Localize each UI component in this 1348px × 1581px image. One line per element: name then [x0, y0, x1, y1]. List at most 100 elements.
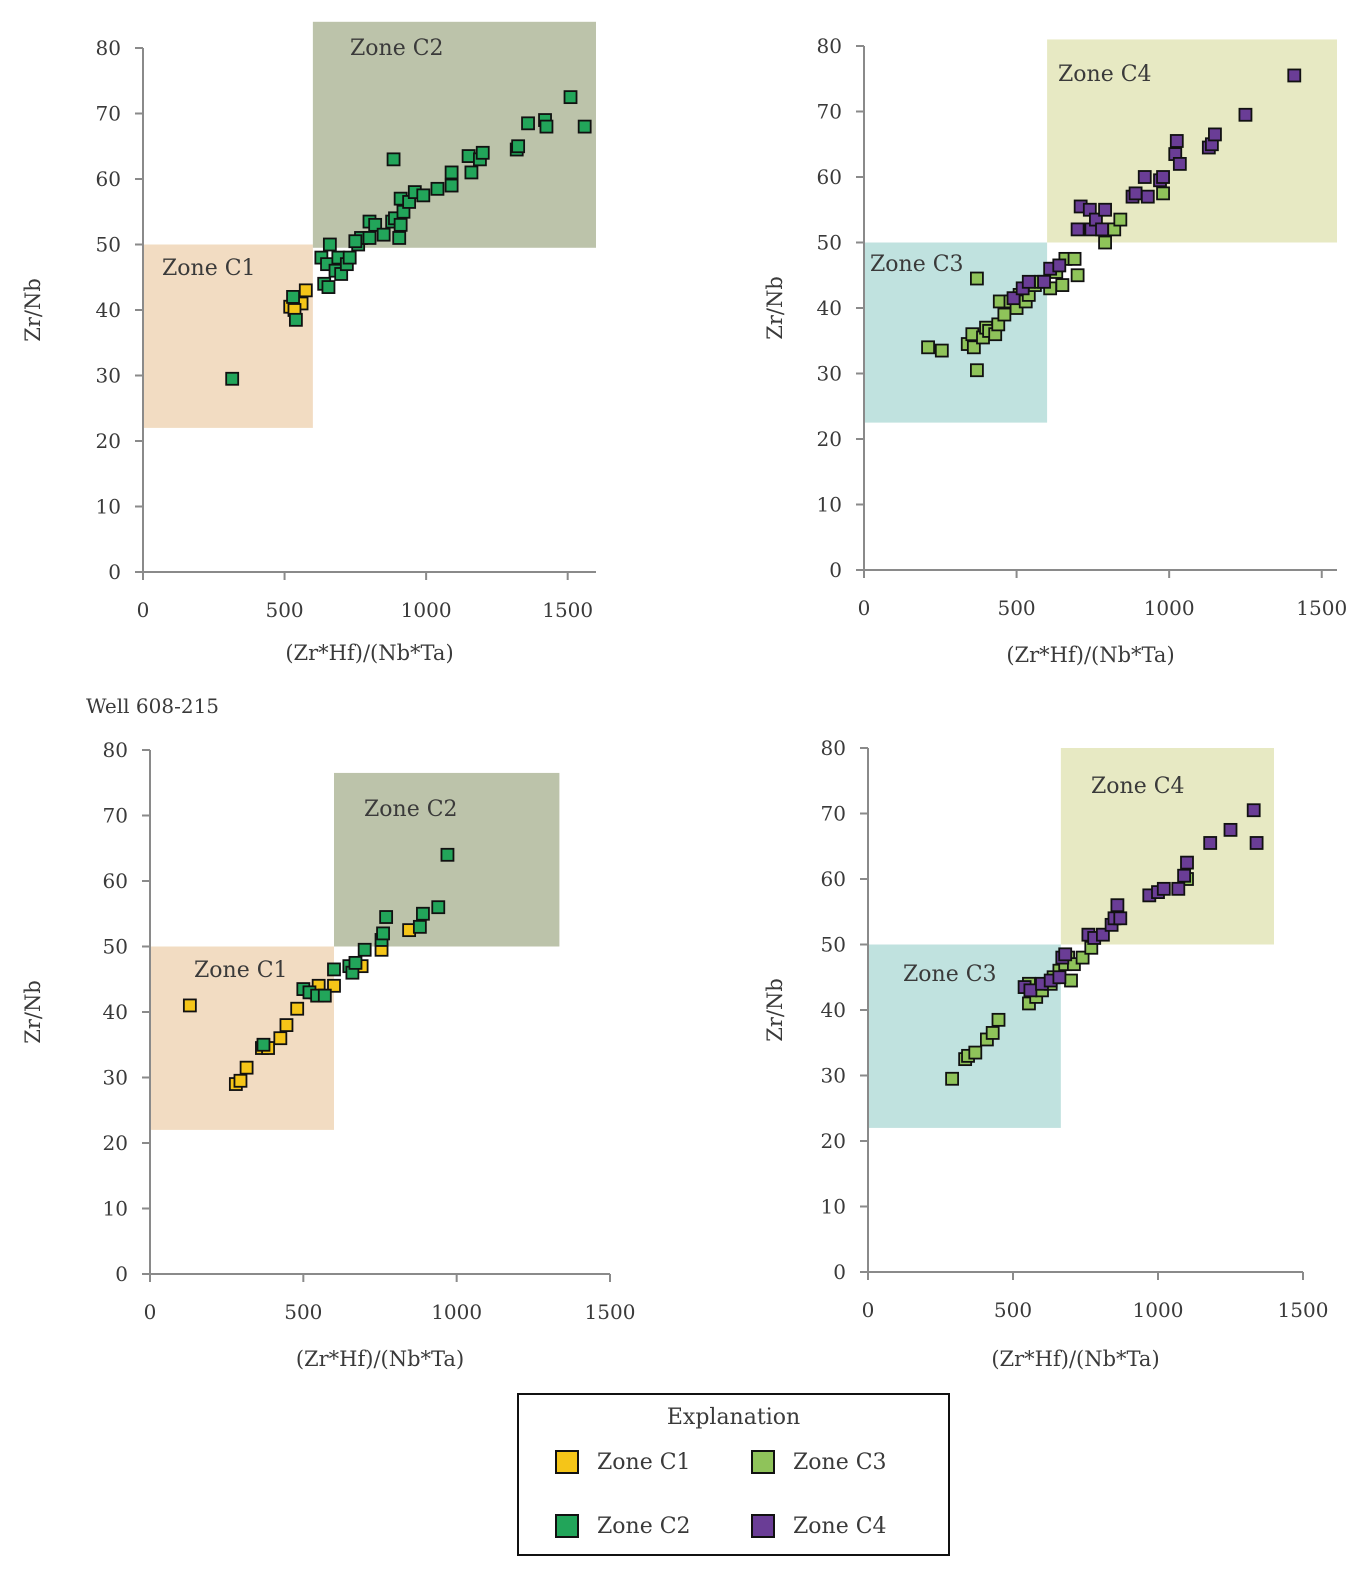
data-point-zone-c2: [322, 237, 337, 252]
zone-box-zone-c1: [143, 244, 313, 428]
data-point-zone-c3: [968, 1045, 983, 1060]
data-point-zone-c2: [348, 234, 363, 249]
y-tick-label: 20: [821, 1129, 846, 1153]
y-tick-label: 40: [103, 1000, 128, 1024]
y-tick-label: 70: [817, 100, 842, 124]
data-point-zone-c1: [239, 1060, 254, 1075]
x-tick-label: 1000: [1133, 1298, 1184, 1322]
data-point-zone-c2: [376, 227, 391, 242]
data-point-zone-c2: [386, 152, 401, 167]
data-point-zone-c3: [934, 343, 949, 358]
data-point-zone-c4: [1128, 186, 1143, 201]
zone-box-zone-c3: [864, 242, 1048, 423]
legend-item-zone-c1: Zone C1: [555, 1447, 691, 1477]
y-tick-label: 0: [833, 1260, 846, 1284]
data-point-zone-c2: [563, 90, 578, 105]
x-tick-label: 0: [862, 1298, 875, 1322]
zone-box-zone-c3: [868, 944, 1061, 1128]
zone-box-zone-c4: [1060, 748, 1274, 945]
y-tick-label: 40: [96, 298, 121, 322]
data-point-zone-c2: [464, 165, 479, 180]
legend: Explanation Zone C1 Zone C3 Zone C2 Zone…: [517, 1393, 950, 1556]
y-tick-label: 50: [821, 933, 846, 957]
data-point-zone-c1: [273, 1031, 288, 1046]
data-point-zone-c4: [1140, 189, 1155, 204]
y-tick-label: 70: [103, 804, 128, 828]
data-point-zone-c3: [1067, 251, 1082, 266]
data-point-zone-c4: [1058, 947, 1073, 962]
chart-4: Zone C3 Zone C4 0 10 20 30 40 50 60 70 80 0 500 1000 1…: [763, 736, 1328, 1371]
y-tick-label: 10: [103, 1197, 128, 1221]
data-point-zone-c4: [1023, 983, 1038, 998]
x-tick-label: 500: [997, 596, 1035, 620]
x-tick-label: 0: [137, 598, 150, 622]
data-point-zone-c4: [1246, 803, 1261, 818]
y-tick-label: 80: [103, 738, 128, 762]
data-point-zone-c4: [1177, 868, 1191, 883]
data-point-zone-c4: [1052, 258, 1067, 273]
data-point-zone-c2: [321, 280, 336, 294]
legend-label-zone-c3: Zone C3: [793, 1449, 887, 1475]
data-point-zone-c3: [997, 307, 1012, 322]
zone-label-zone-c1: Zone C1: [194, 958, 288, 983]
x-axis-label: (Zr*Hf)/(Nb*Ta): [285, 641, 453, 665]
data-point-zone-c3: [1064, 973, 1078, 988]
data-point-zone-c4: [1156, 170, 1170, 184]
y-tick-label: 50: [103, 935, 128, 959]
chart-3: Zone C1 Zone C2 0 10 20 30 40 50 60 70 80 0 500 1000 1…: [21, 738, 635, 1371]
y-tick-label: 30: [103, 1066, 128, 1090]
x-tick-label: 1000: [401, 598, 452, 622]
y-tick-label: 20: [96, 429, 121, 453]
x-tick-label: 500: [265, 598, 303, 622]
data-point-zone-c4: [1223, 822, 1238, 837]
x-tick-label: 500: [994, 1298, 1032, 1322]
series-zone-c4: [1006, 68, 1302, 306]
data-point-zone-c1: [290, 1001, 305, 1016]
well-label: Well 608-215: [86, 694, 220, 718]
y-tick-label: 60: [96, 167, 121, 191]
data-point-zone-c3: [1055, 278, 1070, 292]
data-point-zone-c2: [342, 250, 357, 265]
legend-swatch-zone-c2: [555, 1514, 579, 1538]
zone-box-zone-c1: [150, 946, 334, 1130]
chart-1: Zone C1 Zone C2 0 10 20 30 40 50 60 70 80 0 500 1000 1…: [21, 21, 596, 665]
y-tick-label: 30: [817, 362, 842, 386]
y-tick-label: 60: [103, 869, 128, 893]
zone-label-zone-c3: Zone C3: [870, 252, 964, 277]
data-point-zone-c2: [376, 926, 390, 941]
data-point-zone-c2: [379, 910, 394, 924]
data-point-zone-c4: [1037, 274, 1051, 289]
legend-item-zone-c4: Zone C4: [751, 1511, 887, 1541]
y-tick-label: 0: [115, 1262, 128, 1286]
data-point-zone-c4: [1208, 127, 1222, 142]
zone-label-zone-c2: Zone C2: [364, 797, 458, 822]
data-point-zone-c2: [317, 988, 332, 1003]
x-axis-label: (Zr*Hf)/(Nb*Ta): [1006, 643, 1174, 667]
data-point-zone-c4: [1070, 222, 1085, 237]
x-tick-label: 1500: [1296, 596, 1347, 620]
data-point-zone-c4: [1052, 970, 1067, 985]
data-point-zone-c2: [539, 119, 554, 134]
data-point-zone-c2: [286, 289, 300, 304]
series-zone-c2: [225, 90, 592, 386]
data-point-zone-c2: [348, 955, 363, 970]
data-point-zone-c1: [182, 998, 197, 1013]
data-point-zone-c4: [1156, 881, 1171, 896]
legend-label-zone-c4: Zone C4: [793, 1513, 887, 1539]
data-point-zone-c2: [412, 919, 427, 934]
x-tick-label: 0: [858, 596, 871, 620]
y-tick-label: 0: [108, 560, 121, 584]
data-point-zone-c3: [970, 363, 984, 378]
y-axis-label: Zr/Nb: [763, 978, 787, 1042]
data-point-zone-c2: [521, 116, 535, 131]
y-tick-label: 60: [821, 867, 846, 891]
y-tick-label: 10: [821, 1195, 846, 1219]
data-point-zone-c2: [430, 181, 445, 196]
zone-label-zone-c3: Zone C3: [903, 962, 997, 987]
y-tick-label: 30: [96, 364, 121, 388]
y-axis-label: Zr/Nb: [21, 278, 45, 342]
data-point-zone-c4: [1180, 855, 1194, 870]
data-point-zone-c2: [431, 900, 446, 915]
x-tick-label: 1500: [585, 1300, 636, 1324]
